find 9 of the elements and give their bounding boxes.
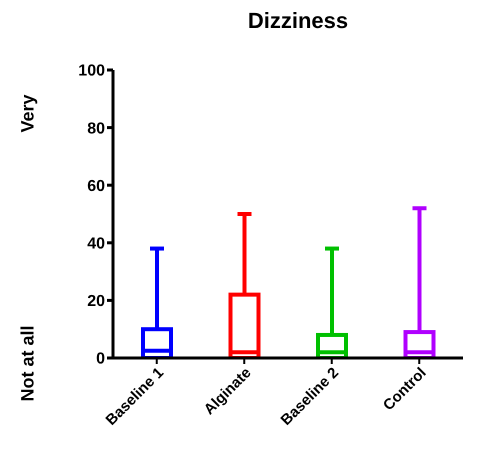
y-tick-label: 40 bbox=[87, 235, 106, 252]
y-tick-label: 0 bbox=[96, 350, 106, 368]
y-tick-label: 100 bbox=[78, 62, 106, 80]
y-tick-label: 60 bbox=[87, 178, 106, 195]
y-tick-label: 80 bbox=[87, 120, 106, 138]
y-tick-label: 20 bbox=[87, 293, 106, 310]
chart-title: Dizziness bbox=[246, 8, 350, 34]
text: Not at all bbox=[18, 324, 38, 404]
text: Very bbox=[18, 93, 38, 135]
